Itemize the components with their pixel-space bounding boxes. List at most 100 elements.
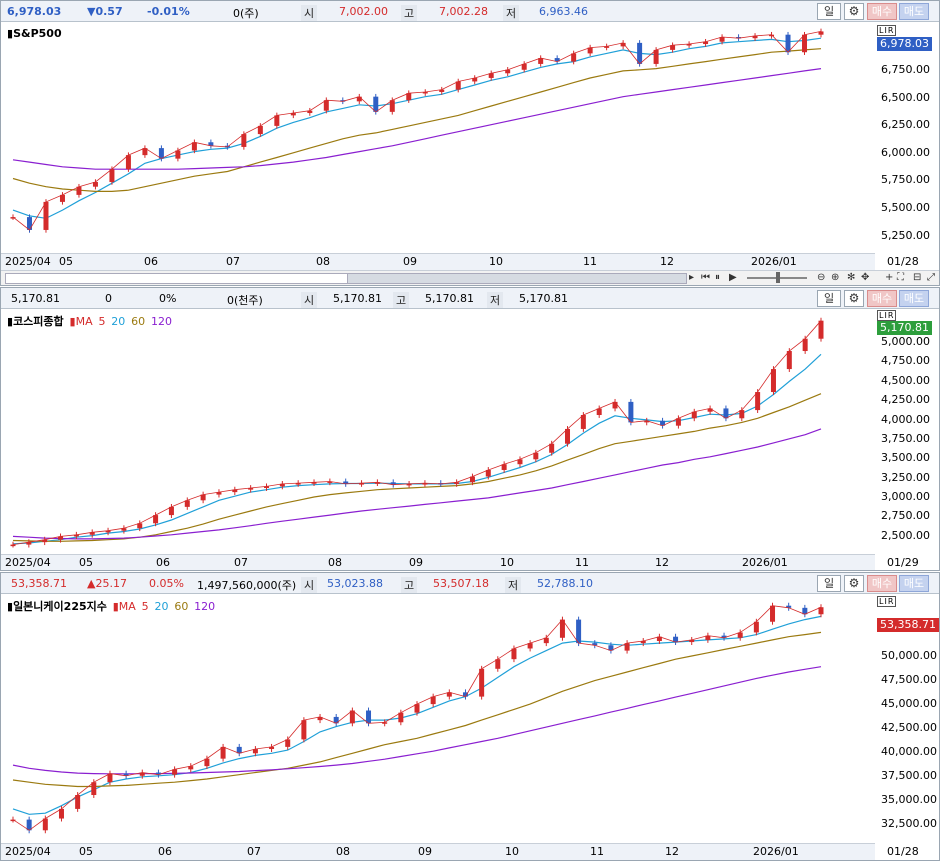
candle-body — [770, 369, 776, 393]
y-tick-label: 37,500.00 — [881, 769, 937, 782]
go-first-icon[interactable]: ⏮ — [701, 272, 710, 283]
candle-body — [26, 819, 32, 831]
log-scale-badge[interactable]: LIR — [877, 596, 897, 607]
kospi-price-plot[interactable] — [1, 288, 875, 571]
x-tick-label: 12 — [665, 845, 679, 858]
buy-button[interactable]: 매수 — [867, 290, 897, 307]
sell-button[interactable]: 매도 — [899, 290, 929, 307]
candle-body — [604, 46, 610, 48]
y-tick-label: 4,000.00 — [881, 413, 930, 426]
candle-body — [356, 96, 362, 102]
candle-body — [454, 482, 460, 484]
candle-body — [818, 31, 824, 35]
ma5-line — [12, 320, 822, 545]
candle-body — [511, 648, 517, 660]
end-date-label: 01/28 — [887, 845, 919, 858]
candle-body — [703, 41, 709, 45]
layout-icon[interactable]: ⊟ — [913, 272, 922, 283]
zoom-in-icon[interactable]: ⊕ — [831, 272, 840, 283]
expand-icon[interactable]: ⤢ — [927, 272, 935, 283]
log-scale-badge[interactable]: LIR — [877, 25, 897, 36]
x-axis: 2025/04 05 06 07 08 09 10 11 12 2026/01 — [1, 843, 875, 860]
fullscreen-icon[interactable]: ⛶ — [897, 272, 904, 283]
low-value: 6,963.46 — [539, 5, 588, 18]
volume: 0(주) — [233, 7, 259, 20]
candle-body — [479, 668, 485, 697]
candle-body — [285, 739, 291, 747]
buy-button[interactable]: 매수 — [867, 575, 897, 592]
quote-header: 53,358.71 ▲25.17 0.05% 1,497,560,000(주) … — [1, 573, 939, 594]
pause-icon[interactable]: ⏸ — [715, 272, 720, 283]
high-value: 53,507.18 — [433, 577, 489, 590]
period-day-button[interactable]: 일 — [817, 290, 841, 307]
scroll-right-icon[interactable]: ▸ — [689, 272, 695, 283]
settings-gear-icon[interactable]: ⚙ — [844, 3, 864, 20]
candle-body — [422, 91, 428, 94]
settings-gear-icon[interactable]: ⚙ — [844, 575, 864, 592]
log-scale-badge[interactable]: LIR — [877, 310, 897, 321]
sp500-price-plot[interactable] — [1, 1, 875, 286]
candle-body — [59, 194, 65, 202]
candle-body — [673, 636, 679, 643]
y-tick-label: 6,000.00 — [881, 146, 930, 159]
candle-body — [439, 89, 445, 92]
candle-body — [739, 410, 745, 419]
candle-body — [366, 710, 372, 724]
y-tick-label: 3,750.00 — [881, 432, 930, 445]
buy-button[interactable]: 매수 — [867, 3, 897, 20]
ma-label: MA — [118, 600, 136, 613]
candle-body — [786, 605, 792, 608]
settings-gear-icon[interactable]: ⚙ — [844, 290, 864, 307]
y-tick-label: 4,250.00 — [881, 393, 930, 406]
candle-body — [565, 428, 571, 444]
x-tick-label: 05 — [59, 255, 73, 268]
candle-body — [721, 635, 727, 638]
zoom-slider-handle[interactable] — [776, 272, 780, 283]
x-tick-label: 09 — [409, 556, 423, 569]
x-tick-label: 2025/04 — [5, 255, 51, 268]
candle-body — [802, 607, 808, 615]
candle-body — [204, 758, 210, 767]
move-icon[interactable]: ✥ — [861, 272, 870, 283]
period-day-button[interactable]: 일 — [817, 575, 841, 592]
scrollbar-thumb[interactable] — [347, 273, 687, 284]
candle-body — [216, 492, 222, 495]
x-tick-label: 09 — [418, 845, 432, 858]
x-tick-label: 10 — [489, 255, 503, 268]
y-tick-label: 3,500.00 — [881, 451, 930, 464]
candle-body — [359, 483, 365, 485]
candle-body — [155, 772, 161, 775]
play-icon[interactable]: ▶ — [729, 272, 737, 283]
open-label: 시 — [301, 292, 318, 308]
candle-body — [596, 408, 602, 416]
candle-body — [191, 142, 197, 151]
candle-body — [802, 34, 808, 53]
sell-button[interactable]: 매도 — [899, 3, 929, 20]
candle-body — [241, 134, 247, 147]
kospi-chart-panel: 5,170.81 0 0% 0(천주) 시 5,170.81 고 5,170.8… — [0, 287, 940, 571]
volume: 0(천주) — [227, 294, 263, 307]
settings-icon[interactable]: ✻ — [847, 272, 856, 283]
chart-navigation-bar: ▸ ⏮ ⏸ ▶ ⊖ ⊕ ✻ ✥ + ⛶ ⊟ ⤢ — [1, 270, 939, 285]
candle-body — [538, 58, 544, 64]
sell-button[interactable]: 매도 — [899, 575, 929, 592]
y-tick-label: 6,250.00 — [881, 118, 930, 131]
candle-body — [307, 110, 313, 114]
candle-body — [527, 643, 533, 649]
candle-body — [640, 640, 646, 644]
candle-body — [89, 532, 95, 535]
candle-body — [236, 746, 242, 754]
zoom-out-icon[interactable]: ⊖ — [817, 272, 826, 283]
candle-body — [737, 632, 743, 638]
candle-body — [707, 408, 713, 412]
candle-body — [786, 351, 792, 370]
nikkei-price-plot[interactable] — [1, 573, 875, 861]
candle-body — [723, 408, 729, 419]
add-icon[interactable]: + — [885, 272, 894, 283]
period-day-button[interactable]: 일 — [817, 3, 841, 20]
x-tick-label: 2026/01 — [742, 556, 788, 569]
ma5-label: 5 — [98, 315, 106, 328]
candle-body — [139, 772, 145, 776]
candle-body — [263, 486, 269, 489]
candle-body — [10, 217, 16, 219]
